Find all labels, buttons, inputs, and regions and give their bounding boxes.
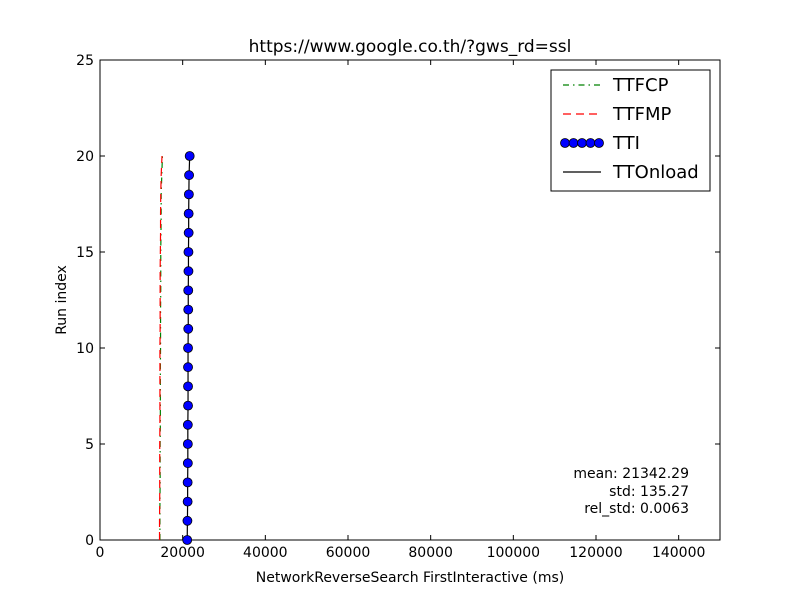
x-tick-label: 100000	[487, 545, 540, 561]
legend: TTFCP TTFMP TTI TTOnload	[550, 69, 711, 192]
x-axis-label: NetworkReverseSearch FirstInteractive (m…	[256, 570, 564, 586]
series-tti-point	[182, 515, 193, 526]
legend-ttonload-label: TTOnload	[612, 162, 699, 183]
stat-rel-std: rel_std: 0.0063	[584, 501, 689, 517]
legend-tti-marker	[594, 138, 604, 148]
legend-box	[550, 69, 711, 192]
legend-ttfmp-label: TTFMP	[612, 104, 672, 125]
series-tti-point	[183, 247, 194, 257]
series-tti-point	[183, 208, 194, 219]
series-tti-point	[182, 477, 193, 488]
series-tti-point	[182, 496, 193, 507]
chart-title: https://www.google.co.th/?gws_rd=ssl	[249, 37, 572, 57]
legend-tti-marker	[568, 138, 579, 148]
stat-mean: mean: 21342.29	[573, 466, 689, 482]
y-tick-label: 15	[76, 245, 94, 261]
series-tti-point	[182, 419, 193, 430]
series-tti-point	[183, 400, 193, 411]
x-axis-ticks: 0 20000 40000 60000 80000 100000 120000 140000	[96, 60, 705, 561]
series-tti-point	[183, 189, 194, 200]
x-tick-label: 0	[96, 545, 105, 561]
legend-ttfcp-label: TTFCP	[612, 75, 669, 96]
series-tti-point	[184, 151, 195, 161]
legend-tti-marker	[585, 138, 596, 148]
series-ttfcp-line	[159, 155, 164, 540]
x-tick-label: 140000	[652, 545, 705, 561]
x-tick-label: 20000	[160, 545, 205, 561]
series-tti-point	[183, 285, 194, 296]
series-tti-point	[183, 227, 194, 238]
x-tick-label: 80000	[408, 545, 453, 561]
y-tick-label: 25	[76, 53, 94, 69]
series-tti-point	[182, 458, 193, 469]
x-tick-label: 40000	[243, 545, 288, 561]
legend-tti-marker	[560, 138, 570, 148]
stat-std: std: 135.27	[609, 484, 689, 500]
legend-tti-label: TTI	[612, 133, 640, 154]
series-tti-point	[184, 170, 194, 181]
legend-tti-marker	[577, 138, 587, 148]
y-axis-ticks: 0 5 10 15 20 25	[76, 53, 720, 549]
y-tick-label: 20	[76, 149, 94, 165]
series-tti-point	[183, 323, 194, 334]
x-tick-label: 60000	[326, 545, 371, 561]
x-tick-label: 120000	[569, 545, 622, 561]
series-tti-point	[182, 535, 193, 545]
series-tti-point	[183, 343, 193, 353]
y-axis-label: Run index	[54, 265, 70, 335]
series-tti-point	[183, 304, 194, 315]
series-tti-point	[182, 439, 193, 449]
series-layer	[158, 151, 195, 545]
y-tick-label: 5	[85, 437, 94, 453]
stats-annotation: mean: 21342.29 std: 135.27 rel_std: 0.00…	[573, 466, 689, 517]
y-tick-label: 0	[85, 533, 94, 549]
series-tti-point	[183, 381, 193, 392]
series-tti-point	[183, 266, 194, 277]
series-tti-point	[183, 362, 193, 373]
y-tick-label: 10	[76, 341, 94, 357]
